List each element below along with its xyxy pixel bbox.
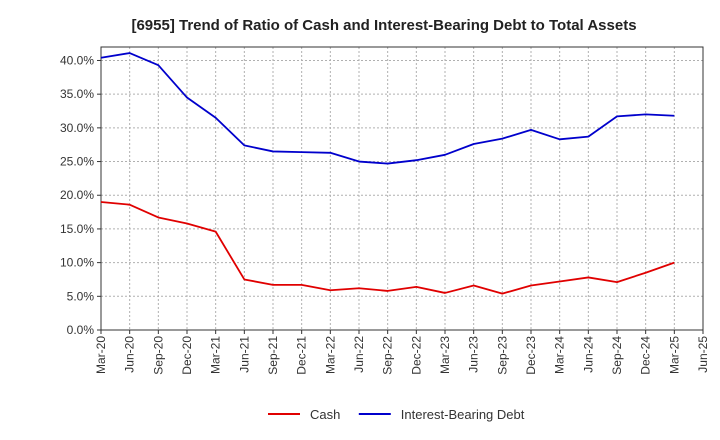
- series-line-cash: [100, 201, 675, 295]
- x-tick-label: Mar-23: [438, 336, 452, 374]
- x-tick-label: Sep-23: [495, 336, 509, 375]
- x-tick-label: Jun-20: [123, 336, 137, 373]
- x-tick-label: Dec-22: [409, 336, 423, 375]
- x-tick-label: Mar-21: [209, 336, 223, 374]
- x-tick-label: Jun-21: [237, 336, 251, 373]
- y-tick-label: 40.0%: [60, 53, 94, 67]
- x-tick-label: Jun-22: [352, 336, 366, 373]
- x-tick-label: Sep-24: [610, 336, 624, 375]
- y-tick-label: 25.0%: [60, 155, 94, 169]
- x-tick-label: Jun-23: [467, 336, 481, 373]
- x-tick-label: Mar-22: [323, 336, 337, 374]
- legend-label-cash: Cash: [310, 407, 340, 422]
- y-tick-label: 0.0%: [67, 323, 95, 337]
- plot-area: 0.0% 5.0% 10.0% 15.0% 20.0% 25.0% 30.0% 35.0% 40…: [60, 46, 710, 375]
- y-tick-label: 20.0%: [60, 188, 94, 202]
- x-tick-label: Jun-24: [581, 336, 595, 373]
- legend: Cash Interest-Bearing Debt: [268, 407, 525, 422]
- x-tick-label: Sep-21: [266, 336, 280, 375]
- x-tick-label: Sep-22: [381, 336, 395, 375]
- y-tick-label: 15.0%: [60, 222, 94, 236]
- x-tick-label: Mar-25: [667, 336, 681, 374]
- y-tick-label: 10.0%: [60, 256, 94, 270]
- x-tick-label: Dec-23: [524, 336, 538, 375]
- series-line-interest-bearing-debt: [100, 52, 675, 165]
- x-tick-label: Dec-20: [180, 336, 194, 375]
- chart-title: [6955] Trend of Ratio of Cash and Intere…: [131, 17, 636, 34]
- x-tick-label: Dec-21: [295, 336, 309, 375]
- y-tick-label: 30.0%: [60, 121, 94, 135]
- x-tick-label: Mar-20: [94, 336, 108, 374]
- x-tick-label: Sep-20: [151, 336, 165, 375]
- plot-frame: [100, 46, 704, 331]
- x-tick-label: Jun-25: [696, 336, 710, 373]
- legend-label-interest-bearing-debt: Interest-Bearing Debt: [401, 407, 525, 422]
- y-tick-label: 35.0%: [60, 87, 94, 101]
- x-tick-label: Mar-24: [553, 336, 567, 374]
- x-tick-label: Dec-24: [639, 336, 653, 375]
- y-tick-label: 5.0%: [67, 289, 95, 303]
